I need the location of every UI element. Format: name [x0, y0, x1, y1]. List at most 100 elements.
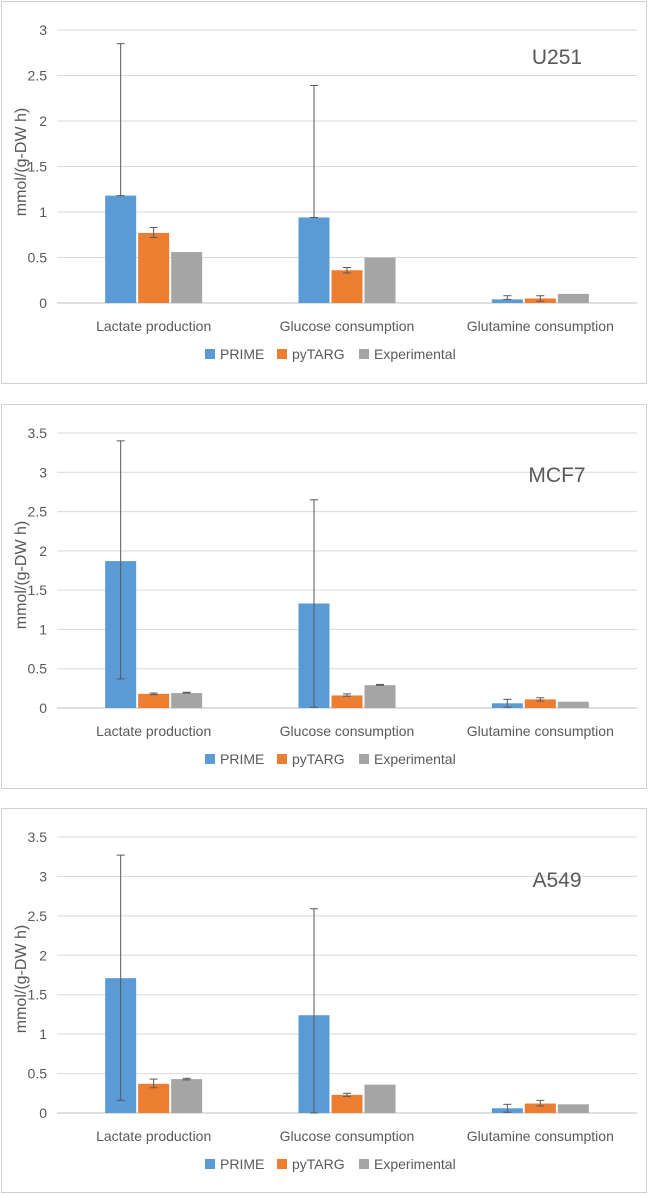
bar-pytarg-2 — [331, 270, 363, 303]
bar-experimental-2 — [364, 1084, 396, 1113]
x-category-label: Glutamine consumption — [467, 318, 614, 334]
x-category-label: Lactate production — [96, 723, 211, 739]
y-tick-label: 3.5 — [28, 829, 48, 845]
x-category-label: Lactate production — [96, 318, 211, 334]
x-category-label: Glucose consumption — [280, 723, 415, 739]
bar-pytarg-2 — [331, 1094, 363, 1113]
y-axis-label: mmol/(g-DW h) — [13, 521, 30, 629]
error-bar-prime-1 — [116, 854, 125, 1101]
legend-label-prime: PRIME — [220, 346, 264, 362]
legend-label-prime: PRIME — [220, 1156, 264, 1172]
bar-pytarg-3 — [524, 1103, 556, 1113]
legend-swatch-prime — [205, 754, 215, 764]
legend-label-experimental: Experimental — [374, 751, 456, 767]
bar-prime-3 — [491, 299, 523, 303]
legend-swatch-experimental — [359, 754, 369, 764]
y-tick-label: 3.5 — [28, 425, 48, 441]
legend-swatch-experimental — [359, 1159, 369, 1169]
y-tick-label: 3 — [39, 868, 47, 884]
bar-experimental-3 — [557, 1104, 589, 1113]
chart-title: MCF7 — [528, 464, 585, 487]
legend-swatch-experimental — [359, 349, 369, 359]
chart-title: U251 — [532, 46, 582, 69]
y-tick-label: 2.5 — [28, 504, 48, 520]
error-bar-prime-2 — [310, 85, 318, 218]
error-bar-pytarg-3 — [536, 1099, 545, 1107]
error-bar-prime-2 — [310, 908, 318, 1114]
y-tick-label: 0 — [39, 700, 47, 716]
bar-experimental-2 — [364, 257, 396, 303]
y-axis-label: mmol/(g-DW h) — [13, 108, 30, 216]
bar-pytarg-1 — [138, 232, 170, 303]
y-tick-label: 2.5 — [28, 68, 48, 84]
bar-experimental-3 — [557, 701, 589, 708]
chart-mcf7-svg: 0 0.5 1 1.5 2 2.5 3 3.5 mmol/(g-DW h) MCF7 Lactate… — [13, 425, 637, 767]
bar-pytarg-1 — [138, 1083, 170, 1113]
legend-swatch-pytarg — [277, 1159, 287, 1169]
legend-label-experimental: Experimental — [374, 1156, 456, 1172]
bar-prime-2 — [298, 217, 330, 303]
y-tick-label: 2.5 — [28, 908, 48, 924]
legend-swatch-prime — [205, 349, 215, 359]
error-bar-pytarg-1 — [149, 226, 158, 238]
y-tick-label: 1 — [39, 1026, 47, 1042]
y-tick-label: 1.5 — [28, 987, 48, 1003]
chart-panel-a549: 0 0.5 1 1.5 2 2.5 3 3.5 mmol/(g-DW h) A549 Lactate… — [1, 808, 647, 1193]
error-bar-prime-1 — [116, 43, 125, 197]
y-tick-label: 0.5 — [28, 1066, 48, 1082]
error-bar-prime-3 — [503, 698, 512, 708]
chart-panel-mcf7: 0 0.5 1 1.5 2 2.5 3 3.5 mmol/(g-DW h) MCF7 Lactate… — [1, 404, 647, 789]
legend-swatch-pytarg — [277, 349, 287, 359]
chart-panel-u251: 0 0.5 1 1.5 2 2.5 3 mmol/(g-DW h) U251 Lactate pr… — [1, 1, 647, 384]
legend-swatch-prime — [205, 1159, 215, 1169]
bar-experimental-1 — [171, 1079, 203, 1113]
error-bar-experimental-1 — [182, 1077, 191, 1081]
bar-experimental-1 — [171, 693, 203, 708]
y-tick-label: 0 — [39, 1105, 47, 1121]
x-category-label: Glucose consumption — [280, 318, 415, 334]
x-category-label: Glutamine consumption — [467, 723, 614, 739]
error-bar-pytarg-3 — [536, 697, 545, 702]
error-bar-prime-2 — [310, 499, 318, 708]
error-bar-prime-1 — [116, 440, 125, 680]
legend-swatch-pytarg — [277, 754, 287, 764]
legend-label-pytarg: pyTARG — [292, 346, 345, 362]
error-bar-pytarg-1 — [149, 1078, 158, 1089]
y-tick-label: 3 — [39, 22, 47, 38]
error-bar-experimental-2 — [376, 683, 384, 686]
error-bar-experimental-1 — [182, 691, 191, 694]
y-tick-label: 3 — [39, 464, 47, 480]
chart-title: A549 — [532, 869, 581, 892]
y-tick-label: 0.5 — [28, 250, 48, 266]
error-bar-pytarg-2 — [343, 693, 351, 697]
legend-label-pytarg: pyTARG — [292, 1156, 345, 1172]
bar-prime-1 — [105, 195, 137, 303]
y-axis-label: mmol/(g-DW h) — [13, 925, 30, 1033]
y-tick-label: 1 — [39, 204, 47, 220]
error-bar-pytarg-3 — [536, 295, 545, 302]
bar-experimental-3 — [557, 293, 589, 303]
chart-u251-svg: 0 0.5 1 1.5 2 2.5 3 mmol/(g-DW h) U251 Lactate pr… — [13, 22, 637, 362]
error-bar-pytarg-1 — [149, 692, 158, 696]
bar-pytarg-1 — [138, 693, 170, 708]
legend-label-prime: PRIME — [220, 751, 264, 767]
y-tick-label: 1 — [39, 621, 47, 637]
x-category-label: Lactate production — [96, 1128, 211, 1144]
error-bar-prime-3 — [503, 1103, 512, 1113]
y-tick-label: 2 — [39, 113, 47, 129]
y-tick-label: 1.5 — [28, 159, 48, 175]
x-category-label: Glutamine consumption — [467, 1128, 614, 1144]
error-bar-prime-3 — [503, 295, 512, 300]
y-tick-label: 0.5 — [28, 661, 48, 677]
error-bar-pytarg-2 — [343, 1092, 351, 1097]
chart-a549-svg: 0 0.5 1 1.5 2 2.5 3 3.5 mmol/(g-DW h) A549 Lactate… — [13, 829, 637, 1172]
y-tick-label: 2 — [39, 543, 47, 559]
bar-experimental-1 — [171, 252, 203, 303]
bar-experimental-2 — [364, 685, 396, 708]
x-category-label: Glucose consumption — [280, 1128, 415, 1144]
legend-label-experimental: Experimental — [374, 346, 456, 362]
y-tick-label: 1.5 — [28, 582, 48, 598]
error-bar-pytarg-2 — [343, 267, 351, 274]
legend-label-pytarg: pyTARG — [292, 751, 345, 767]
y-tick-label: 2 — [39, 947, 47, 963]
